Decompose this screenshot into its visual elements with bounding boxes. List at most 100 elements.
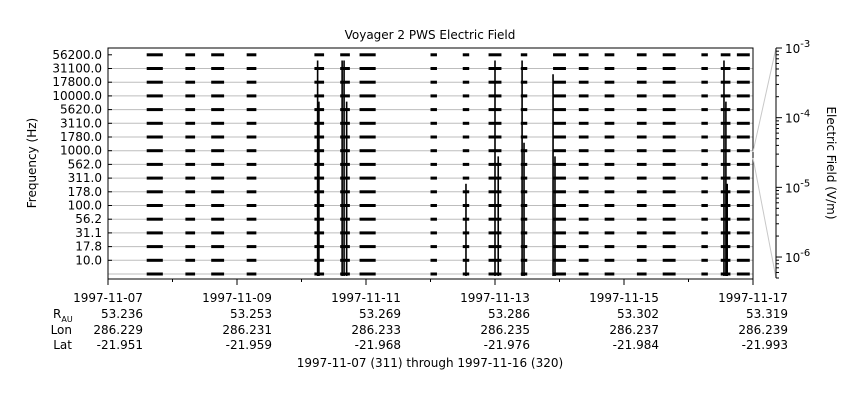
data-block	[701, 272, 708, 276]
data-block	[662, 231, 676, 235]
data-block	[146, 67, 163, 70]
data-block	[211, 121, 225, 125]
data-block	[146, 231, 163, 235]
data-block	[520, 108, 528, 112]
data-block	[430, 204, 437, 207]
data-block	[430, 245, 437, 249]
data-block	[340, 258, 350, 262]
data-block	[462, 94, 470, 98]
y-tick-label: 1000.0	[60, 144, 102, 158]
data-block	[553, 231, 566, 235]
data-block	[211, 245, 225, 249]
data-block	[430, 67, 437, 70]
data-block	[211, 108, 225, 112]
colorbar-tick-label: 10-4	[785, 109, 810, 126]
data-block	[359, 67, 376, 70]
y-tick-label: 17800.0	[52, 75, 102, 89]
ephemeris-value: 286.239	[738, 323, 788, 337]
data-block	[340, 149, 350, 153]
data-block	[701, 53, 708, 57]
data-block	[578, 135, 589, 139]
data-block	[146, 53, 163, 57]
data-block	[146, 162, 163, 166]
data-block	[340, 135, 350, 139]
data-block	[578, 80, 589, 84]
data-block	[736, 149, 750, 153]
data-block	[662, 108, 676, 112]
data-block	[340, 162, 350, 166]
ephemeris-value: 53.253	[230, 307, 272, 321]
colorbar-axis: 10-3 10-4 10-5 10-6	[775, 39, 810, 279]
data-block	[246, 135, 257, 139]
data-block	[736, 121, 750, 125]
data-block	[146, 121, 163, 125]
data-block	[604, 217, 615, 221]
data-block	[636, 149, 647, 153]
data-block	[604, 53, 615, 57]
x-tick-label: 1997-11-13	[460, 291, 530, 305]
data-block	[604, 149, 615, 153]
data-block	[553, 94, 566, 98]
gridlines	[108, 68, 753, 275]
ephemeris-row-label-subscript: AU	[61, 315, 72, 324]
data-block	[314, 53, 325, 57]
colorbar-connector-top	[752, 47, 777, 153]
data-block	[185, 149, 196, 153]
ephemeris-value: 53.236	[101, 307, 143, 321]
ephemeris-row-label: Lon	[51, 323, 72, 337]
data-block	[701, 149, 708, 153]
data-block	[578, 94, 589, 98]
data-block	[359, 176, 376, 180]
data-block	[340, 94, 350, 98]
y-axis-label: Frequency (Hz)	[25, 118, 39, 209]
data-block	[146, 176, 163, 180]
data-block	[604, 245, 615, 249]
data-block	[246, 162, 257, 166]
data-block	[359, 190, 376, 194]
data-block	[211, 80, 225, 84]
data-block	[430, 272, 437, 276]
data-block	[662, 190, 676, 194]
colorbar-tick-label: 10-5	[785, 178, 810, 195]
data-block	[578, 121, 589, 125]
x-tick-label: 1997-11-15	[589, 291, 659, 305]
data-block	[340, 121, 350, 125]
data-block	[246, 272, 257, 276]
x-tick-label: 1997-11-07	[73, 291, 143, 305]
ephemeris-value: -21.968	[355, 338, 401, 352]
y-tick-label: 5620.0	[60, 103, 102, 117]
data-block	[701, 217, 708, 221]
data-block	[340, 272, 350, 276]
data-block	[314, 94, 325, 98]
data-block	[185, 217, 196, 221]
data-block	[520, 94, 528, 98]
ephemeris-value: -21.976	[484, 338, 530, 352]
data-block	[636, 135, 647, 139]
ephemeris-value: 286.237	[609, 323, 659, 337]
data-block	[604, 258, 615, 262]
data-block	[553, 53, 566, 57]
data-block	[636, 272, 647, 276]
x-tick-label: 1997-11-17	[718, 291, 788, 305]
data-block	[578, 217, 589, 221]
ephemeris-value: 53.319	[746, 307, 788, 321]
data-block	[701, 190, 708, 194]
data-block	[211, 135, 225, 139]
y-tick-label: 31.1	[75, 226, 102, 240]
data-block	[553, 204, 566, 207]
data-block	[185, 272, 196, 276]
y-tick-label: 56.2	[75, 212, 102, 226]
colorbar-tick-exponent: -6	[800, 248, 810, 259]
data-block	[185, 162, 196, 166]
data-block	[636, 121, 647, 125]
data-block	[636, 176, 647, 180]
colorbar-tick-exponent: -3	[800, 39, 810, 50]
data-block	[604, 272, 615, 276]
data-block	[578, 108, 589, 112]
data-block	[359, 258, 376, 262]
data-block	[636, 80, 647, 84]
data-block	[736, 272, 750, 276]
data-block	[185, 204, 196, 207]
data-block	[211, 162, 225, 166]
